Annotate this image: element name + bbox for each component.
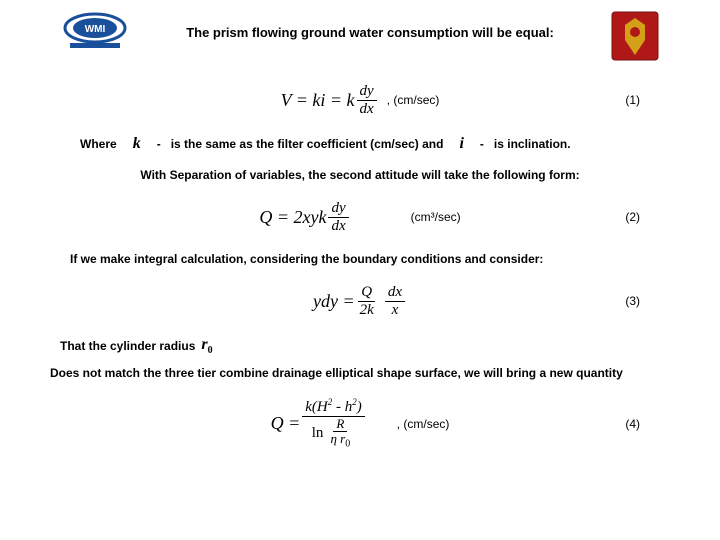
equation-1: V = ki = k dy dx , (cm/sec) (1) [50, 83, 670, 117]
cylinder-r-sub: 0 [208, 345, 213, 356]
eq4-numer: k(H2 - h2) [302, 398, 365, 417]
text-does-not-match: Does not match the three tier combine dr… [50, 366, 670, 380]
where-dash2: - [480, 137, 484, 151]
eq4-bot-bot-pre: η r [330, 431, 345, 446]
where-text1: is the same as the filter coefficient (c… [171, 137, 444, 151]
eq2-lhs: Q = 2xyk [259, 207, 326, 228]
eq3-frac2-top: dx [385, 284, 405, 302]
eq1-frac-bot: dx [357, 101, 377, 118]
eq4-denom: ln R η r0 [309, 417, 358, 450]
logo-right [610, 10, 660, 65]
eq2-number: (2) [625, 210, 640, 224]
eq1-frac-top: dy [357, 83, 377, 101]
eq4-top-pre: k(H [305, 399, 328, 415]
eq1-number: (1) [625, 93, 640, 107]
eq4-top-post: ) [357, 399, 362, 415]
svg-text:WMI: WMI [85, 24, 106, 35]
eq2-frac-bot: dx [328, 218, 348, 235]
cylinder-text: That the cylinder radius [60, 339, 195, 353]
eq1-unit: , (cm/sec) [387, 93, 440, 107]
eq3-number: (3) [625, 294, 640, 308]
text-separation: With Separation of variables, the second… [50, 168, 670, 182]
eq2-unit: (cm³/sec) [411, 210, 461, 224]
eq4-bot-bot-sub: 0 [345, 439, 350, 450]
where-var-k: k [133, 135, 141, 153]
equation-3: ydy = Q 2k dx x (3) [50, 284, 670, 318]
cylinder-var: r0 [201, 336, 212, 356]
eq3-lhs: ydy = [313, 291, 355, 312]
eq4-bot-top: R [333, 417, 347, 432]
logo-left: WMI [60, 10, 130, 50]
eq4-top-mid: - h [332, 399, 352, 415]
where-label: Where [80, 137, 117, 151]
where-text2: is inclination. [494, 137, 571, 151]
eq3-frac1-top: Q [358, 284, 375, 302]
where-clause: Where k - is the same as the filter coef… [80, 135, 670, 153]
text-integral: If we make integral calculation, conside… [50, 252, 670, 266]
equation-4: Q = k(H2 - h2) ln R η r0 , (cm/sec) (4) [50, 398, 670, 449]
eq1-lhs: V = ki = k [281, 90, 355, 111]
eq2-frac-top: dy [328, 200, 348, 218]
eq4-ln: ln [312, 425, 324, 442]
eq3-frac2-bot: x [389, 302, 402, 319]
where-dash1: - [157, 137, 161, 151]
eq4-unit: , (cm/sec) [397, 417, 450, 431]
where-var-i: i [459, 135, 463, 153]
eq4-bot-bot: η r0 [327, 432, 353, 450]
text-cylinder: That the cylinder radius r0 [50, 336, 670, 356]
eq3-frac1-bot: 2k [357, 302, 377, 319]
eq4-number: (4) [625, 417, 640, 431]
eq4-q: Q = [271, 413, 301, 434]
equation-2: Q = 2xyk dy dx (cm³/sec) (2) [50, 200, 670, 234]
page-title: The prism flowing ground water consumpti… [130, 10, 610, 40]
